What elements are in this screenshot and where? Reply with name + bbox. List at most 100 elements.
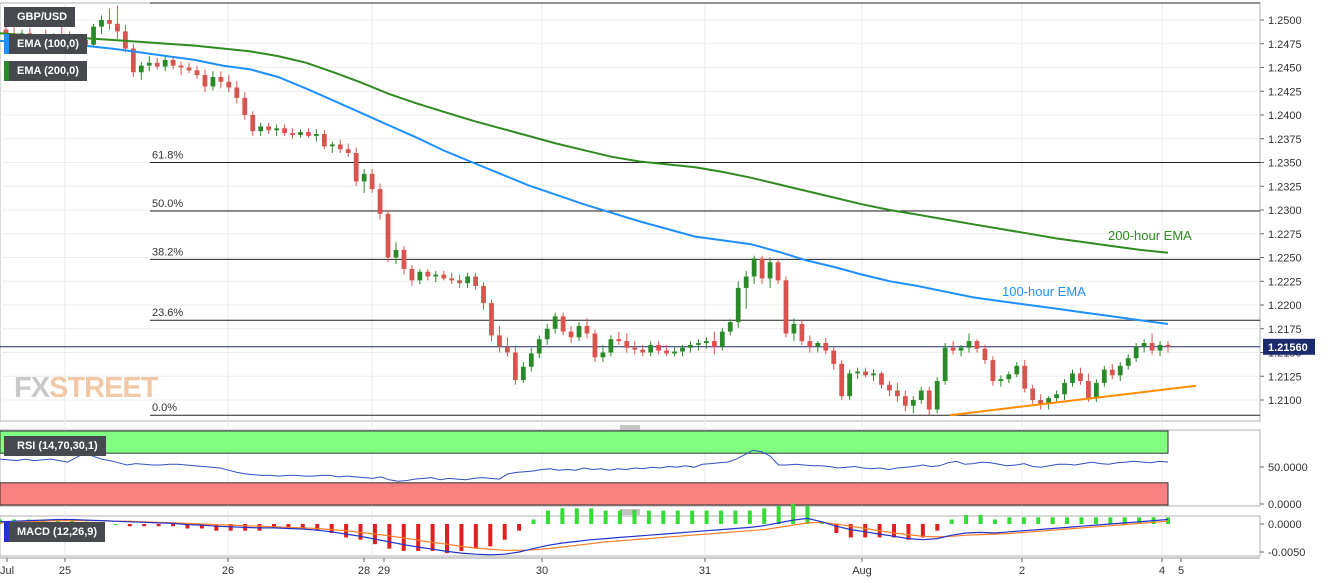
fibonacci-label: 23.6% <box>152 307 183 319</box>
price-tick-label: 1.2275 <box>1268 229 1302 241</box>
macd-histogram-bar <box>55 519 60 524</box>
macd-histogram-bar <box>70 519 75 524</box>
candle-body <box>170 59 176 66</box>
candle-body <box>1125 358 1131 366</box>
candle-body <box>895 390 900 397</box>
macd-histogram-bar <box>632 510 637 524</box>
candle-body <box>616 339 622 342</box>
candle-body <box>775 262 781 281</box>
candle-body <box>1093 382 1099 399</box>
macd-histogram-bar <box>1166 517 1170 524</box>
candle-body <box>345 149 351 153</box>
candle-body <box>3 29 9 35</box>
macd-histogram-bar <box>718 510 723 524</box>
candle-body <box>568 331 574 338</box>
candle-body <box>1078 373 1083 381</box>
candle-body <box>966 341 972 348</box>
candle-body <box>576 325 582 338</box>
candle-body <box>998 379 1004 381</box>
macd-histogram-bar <box>488 524 493 547</box>
candle-body <box>194 70 200 76</box>
macd-histogram-bar <box>445 524 450 554</box>
macd-histogram-bar <box>1050 517 1055 524</box>
candle-body <box>926 390 932 410</box>
macd-tick-label: -0.0050 <box>1268 547 1305 559</box>
candle-body <box>887 384 892 391</box>
current-price-label: 1.21560 <box>1268 342 1308 354</box>
macd-histogram-bar <box>459 524 464 551</box>
macd-histogram-bar <box>1079 517 1084 524</box>
price-tick-label: 1.2350 <box>1268 158 1302 170</box>
candle-body <box>457 280 463 284</box>
candle-body <box>314 134 319 136</box>
candle-body <box>552 316 558 329</box>
candle-body <box>560 316 566 332</box>
macd-histogram-bar <box>1036 517 1041 524</box>
candle-body <box>918 390 924 400</box>
ema200-annotation: 200-hour EMA <box>1108 228 1192 243</box>
fibonacci-label: 61.8% <box>152 150 183 162</box>
candle-body <box>369 173 375 190</box>
candle-body <box>711 341 717 347</box>
macd-histogram-bar <box>1065 517 1070 524</box>
candle-body <box>879 373 884 385</box>
macd-histogram-bar <box>603 510 608 524</box>
candle-body <box>99 20 104 27</box>
macd-histogram-bar <box>560 508 565 524</box>
rsi-tick-label: 50.0000 <box>1268 462 1308 474</box>
macd-histogram-bar <box>992 519 997 524</box>
candle-body <box>290 133 295 135</box>
macd-histogram-bar <box>214 524 219 531</box>
candle-body <box>719 331 725 347</box>
candle-body <box>337 144 343 150</box>
macd-histogram-bar <box>935 524 940 531</box>
candle-body <box>321 134 327 147</box>
candle-body <box>910 400 916 406</box>
macd-histogram-bar <box>574 508 579 524</box>
candle-body <box>680 347 685 352</box>
candle-body <box>242 97 248 115</box>
macd-histogram-bar <box>300 524 305 529</box>
candle-body <box>640 349 646 353</box>
candle-body <box>465 276 471 284</box>
candle-body <box>815 343 821 347</box>
candle-body <box>536 339 542 354</box>
macd-histogram-bar <box>315 524 320 531</box>
legend-rsi: RSI (14,70,30,1) <box>4 436 106 456</box>
macd-histogram-bar <box>113 524 118 525</box>
x-tick-label: Jul <box>0 565 14 577</box>
macd-histogram-bar <box>416 524 421 551</box>
x-tick-label: 4 <box>1159 565 1165 577</box>
candle-body <box>481 286 486 304</box>
price-tick-label: 1.2500 <box>1268 15 1302 27</box>
candle-body <box>218 77 224 82</box>
candle-body <box>847 373 853 397</box>
candle-body <box>433 274 439 277</box>
candle-body <box>735 287 741 323</box>
price-tick-label: 1.2475 <box>1268 39 1302 51</box>
macd-histogram-bar <box>805 506 810 524</box>
price-tick-label: 1.2250 <box>1268 253 1302 265</box>
candle-body <box>1101 369 1107 383</box>
price-tick-label: 1.2300 <box>1268 205 1302 217</box>
candle-body <box>990 360 996 381</box>
macd-histogram-bar <box>863 524 868 538</box>
candle-body <box>520 366 526 381</box>
candle-body <box>361 173 367 182</box>
candle-body <box>266 126 272 131</box>
candle-body <box>1054 394 1059 399</box>
x-tick-label: 2 <box>1019 565 1025 577</box>
candle-body <box>600 352 606 358</box>
candle-body <box>393 249 399 258</box>
candle-body <box>727 322 733 332</box>
macd-histogram-bar <box>834 524 839 533</box>
macd-histogram-bar <box>185 524 190 529</box>
candle-body <box>942 347 948 381</box>
candle-body <box>1149 343 1155 351</box>
candle-body <box>489 303 494 336</box>
macd-histogram-bar <box>776 506 781 524</box>
macd-histogram-bar <box>156 524 161 527</box>
candle-body <box>1117 365 1123 376</box>
rsi-tick-label: 0.0000 <box>1268 499 1302 511</box>
candle-body <box>234 87 240 98</box>
